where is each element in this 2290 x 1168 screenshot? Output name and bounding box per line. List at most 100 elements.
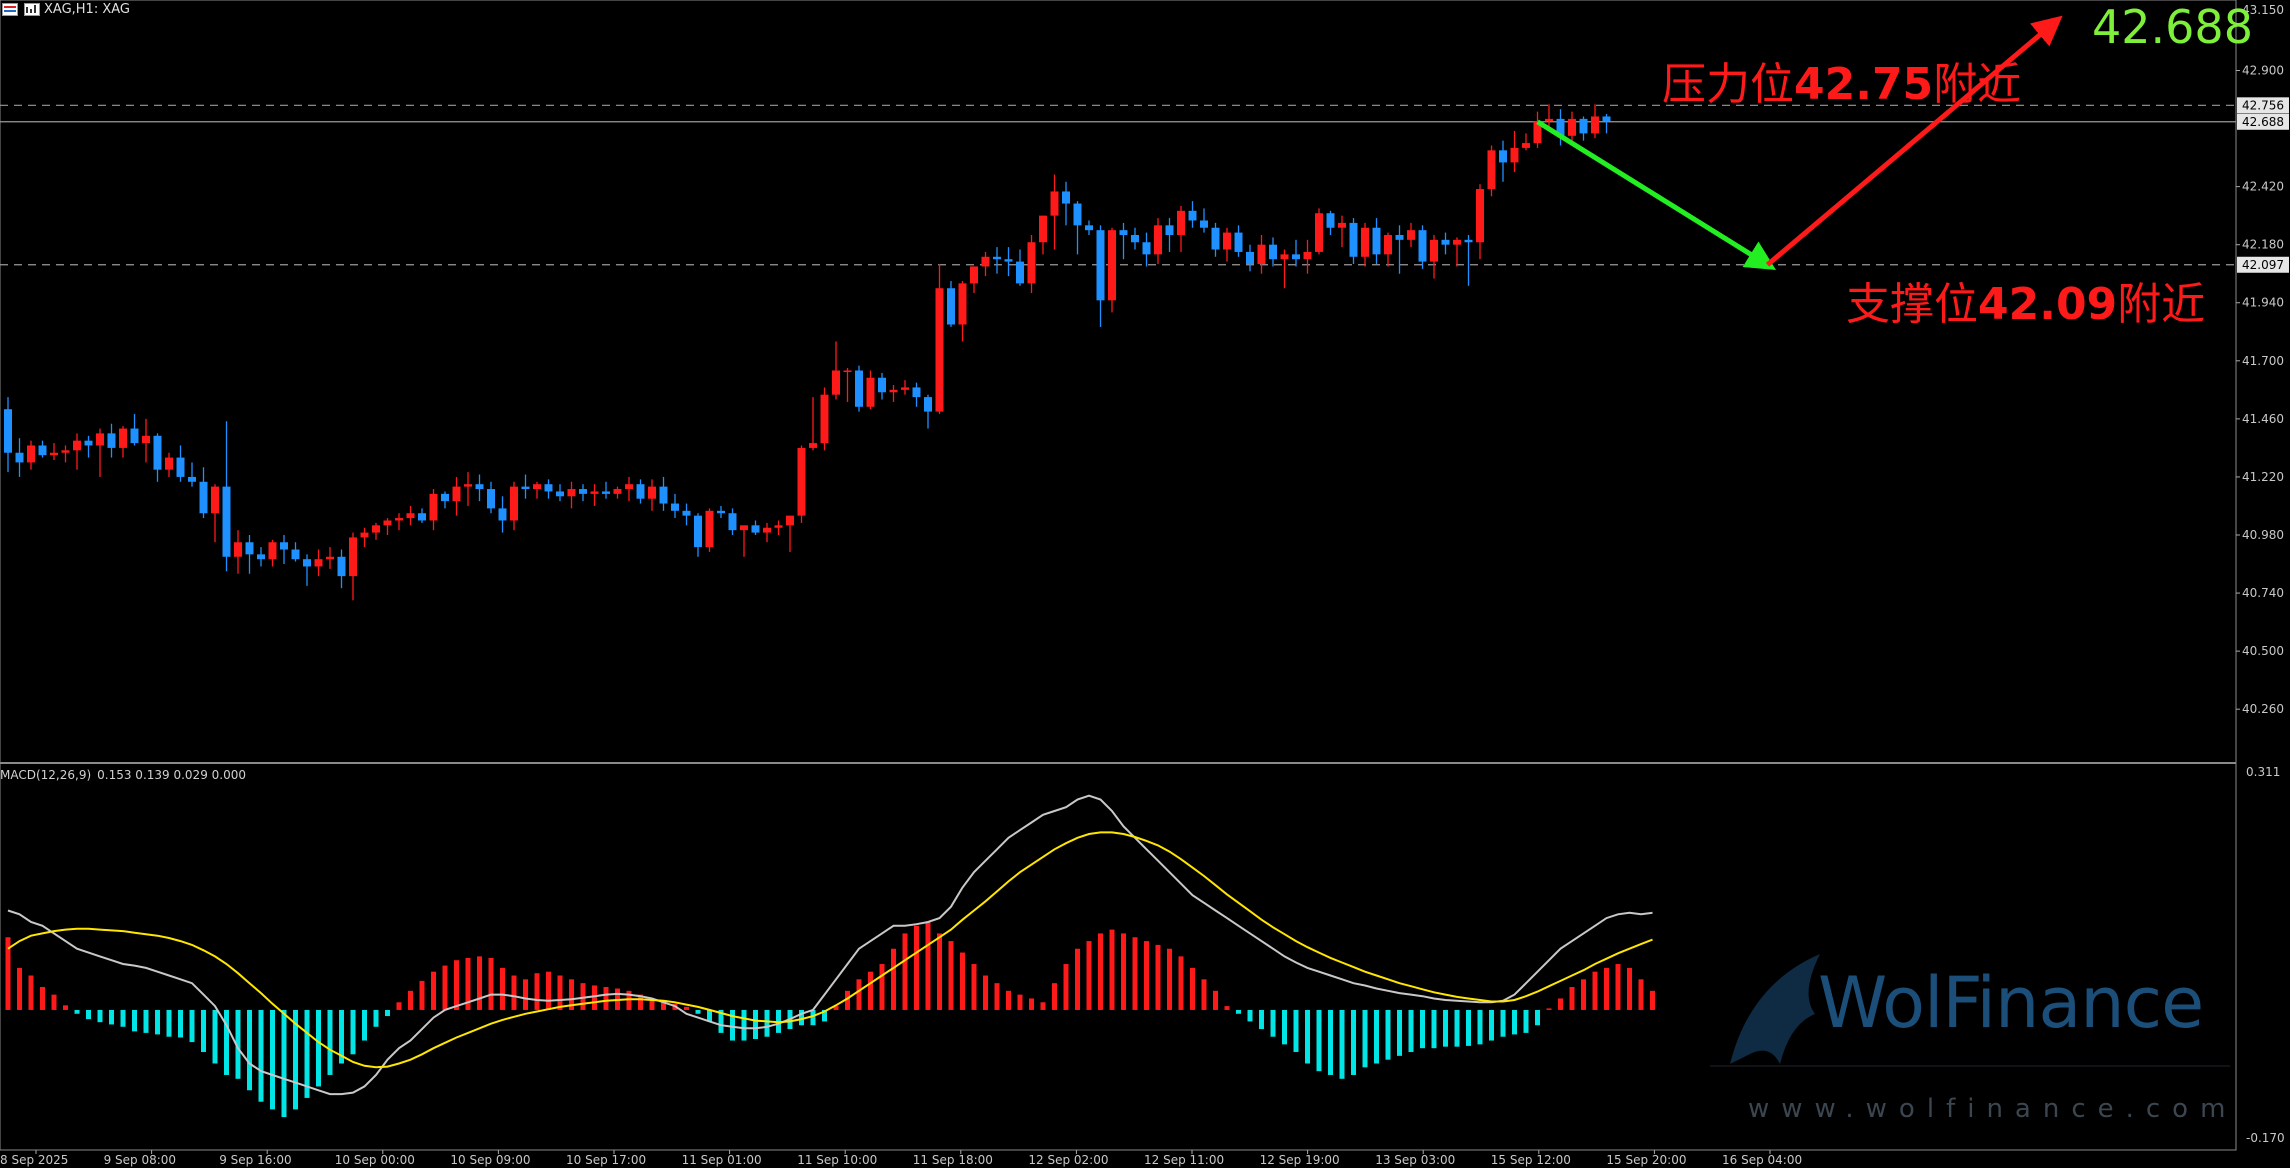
macd-bar <box>1592 971 1598 1010</box>
candle-body <box>1246 251 1254 265</box>
macd-values: 0.153 0.139 0.029 0.000 <box>97 768 246 782</box>
macd-bar <box>5 937 11 1010</box>
time-tick-label: 8 Sep 2025 <box>0 1153 68 1167</box>
candle-body <box>61 450 70 453</box>
macd-bar <box>994 983 1000 1010</box>
candle-body <box>84 440 93 446</box>
candle-body <box>487 489 495 509</box>
price-tick-label: 40.500 <box>2242 644 2284 658</box>
candle-body <box>257 554 265 560</box>
macd-bar <box>557 975 563 1010</box>
candle-body <box>1568 118 1576 136</box>
macd-bar <box>143 1009 149 1033</box>
candle-body <box>280 542 288 550</box>
macd-bar <box>753 1009 758 1040</box>
candle-body <box>855 370 863 407</box>
macd-bar <box>511 975 517 1010</box>
macd-bar <box>1512 1009 1517 1035</box>
candle-body <box>889 389 898 393</box>
candle-body <box>1142 242 1151 255</box>
candle-body <box>107 433 116 448</box>
macd-bar <box>971 964 977 1010</box>
chart-window-icon[interactable] <box>2 2 18 16</box>
candle-body <box>694 515 702 548</box>
candle-body <box>866 377 875 407</box>
macd-bar <box>1132 937 1138 1010</box>
macd-bar <box>1006 990 1011 1010</box>
macd-bar <box>1339 1009 1345 1079</box>
candle-body <box>728 513 737 531</box>
macd-bar <box>902 933 908 1010</box>
candle-body <box>303 559 311 567</box>
macd-bar <box>1178 956 1184 1010</box>
candle-body <box>1188 210 1197 221</box>
candle-body <box>1119 230 1128 235</box>
candle-body <box>1165 225 1174 235</box>
candle-body <box>1096 230 1105 301</box>
candle-body <box>234 542 242 557</box>
candle-body <box>349 537 357 577</box>
price-tick-label: 41.700 <box>2242 354 2284 368</box>
macd-bar <box>408 990 413 1010</box>
candle-body <box>981 256 990 267</box>
macd-bar <box>1454 1009 1460 1047</box>
candle-body <box>360 532 369 538</box>
candle-body <box>1269 244 1277 260</box>
current-price-tag: 42.688 <box>2242 115 2284 129</box>
candle-body <box>958 283 967 325</box>
macd-bar <box>868 971 873 1010</box>
macd-bar <box>1615 964 1621 1010</box>
macd-bar <box>569 979 574 1010</box>
macd-bar <box>1040 1002 1046 1010</box>
macd-bar <box>1420 1009 1425 1049</box>
candle-body <box>924 397 932 412</box>
macd-bar <box>741 1009 747 1041</box>
macd-bar <box>1569 986 1575 1010</box>
resistance-price-tag: 42.756 <box>2242 98 2284 112</box>
price-tick-label: 42.900 <box>2242 63 2284 77</box>
time-tick-label: 9 Sep 16:00 <box>219 1153 291 1167</box>
macd-bar <box>822 1009 827 1022</box>
candle-body <box>1361 227 1369 257</box>
macd-bar <box>638 994 643 1010</box>
macd-bar <box>1063 964 1069 1010</box>
candle-body <box>636 484 645 499</box>
candle-body <box>1441 239 1450 245</box>
macd-bar <box>1523 1009 1529 1033</box>
time-tick-label: 10 Sep 00:00 <box>335 1153 415 1167</box>
macd-bar <box>546 971 551 1010</box>
macd-bar <box>270 1009 275 1110</box>
candle-body <box>1499 150 1507 163</box>
candle-body <box>1407 230 1415 240</box>
candle-body <box>1476 189 1484 243</box>
candle-body <box>1234 232 1243 252</box>
macd-bar <box>477 956 482 1010</box>
price-tick-label: 42.420 <box>2242 180 2284 194</box>
macd-bar <box>212 1009 218 1064</box>
macd-line <box>7 794 1653 1096</box>
candle-body <box>1154 225 1162 255</box>
candle-body <box>50 452 58 456</box>
resistance-prefix: 压力位 <box>1662 59 1794 110</box>
time-tick-label: 12 Sep 02:00 <box>1028 1153 1108 1167</box>
macd-bar <box>891 948 896 1010</box>
macd-bar <box>166 1009 172 1037</box>
macd-bar <box>626 990 632 1010</box>
candle-body <box>590 491 599 494</box>
candle-body <box>533 484 541 490</box>
macd-bar <box>201 1009 206 1053</box>
candle-body <box>797 447 806 516</box>
candle-body <box>579 489 587 494</box>
candle-body <box>901 387 909 390</box>
candle-body <box>211 486 219 514</box>
candle-body <box>1384 235 1392 255</box>
plot-border <box>0 0 2237 1151</box>
macd-bar <box>1558 998 1563 1010</box>
macd-bar <box>396 1002 402 1010</box>
macd-bar <box>1604 967 1609 1010</box>
candle-body <box>326 556 334 560</box>
candle-body <box>993 256 1001 260</box>
arrow-down <box>1536 119 1776 271</box>
symbol-chart-icon[interactable] <box>24 2 40 16</box>
macd-bar <box>1316 1009 1322 1072</box>
